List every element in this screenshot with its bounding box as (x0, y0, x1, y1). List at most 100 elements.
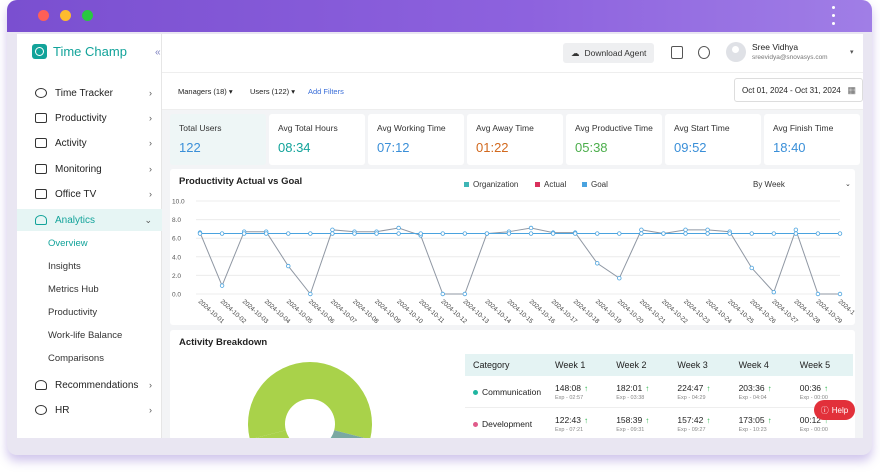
week-value: 224:47 ↑ (677, 383, 730, 393)
data-point-organization (462, 291, 468, 297)
donut-slice-communication[interactable] (326, 437, 362, 438)
sidebar-subitem-productivity[interactable]: Productivity (48, 307, 98, 318)
activity-icon (35, 138, 47, 148)
legend-swatch (582, 182, 587, 187)
legend-actual[interactable]: Actual (535, 180, 566, 189)
stat-card-avg-productive-time: Avg Productive Time 05:38 (566, 114, 662, 165)
stat-label: Avg Total Hours (278, 123, 338, 133)
document-icon[interactable] (671, 46, 683, 59)
week-value-text: 148:08 (555, 382, 581, 393)
data-point-goal (352, 231, 357, 236)
sidebar-item-label: Monitoring (55, 163, 102, 175)
donut-slice-seg-lime[interactable] (250, 430, 310, 438)
productivity-chart-title: Productivity Actual vs Goal (179, 176, 303, 187)
data-point-organization (683, 227, 688, 233)
sidebar-subitem-overview[interactable]: Overview (48, 238, 88, 249)
data-point-goal (241, 231, 247, 236)
sidebar-item-hr[interactable]: HR › (17, 399, 162, 421)
data-point-organization (705, 227, 710, 233)
week-value: 182:01 ↑ (616, 383, 669, 393)
users-filter[interactable]: Users (122) ▾ (250, 87, 296, 96)
sidebar: Time Champ « Time Tracker › Productivity… (17, 34, 162, 438)
sidebar-subitem-metrics-hub[interactable]: Metrics Hub (48, 284, 99, 295)
close-window-button[interactable] (38, 10, 49, 21)
table-row[interactable]: Development 122:43 ↑ Exp - 07:21 158:39 ↑ Exp … (465, 408, 853, 438)
chevron-down-icon: ⌄ (845, 181, 851, 188)
download-agent-button[interactable]: ☁ Download Agent (563, 43, 655, 63)
week-cell: 148:08 ↑ Exp - 02:57 (547, 383, 608, 401)
sidebar-item-activity[interactable]: Activity › (17, 132, 162, 154)
sidebar-item-time-tracker[interactable]: Time Tracker › (17, 82, 162, 104)
productivity-chart-panel: Productivity Actual vs Goal Organization… (170, 169, 855, 325)
legend-organization[interactable]: Organization (464, 180, 518, 189)
logo-icon (32, 44, 47, 59)
week-expected: Exp - 00:00 (799, 426, 828, 433)
legend-goal[interactable]: Goal (582, 180, 608, 189)
stat-value: 09:52 (674, 140, 707, 155)
help-button[interactable]: ⓘ Help (814, 400, 855, 420)
data-point-organization (749, 265, 754, 271)
arrow-up-icon: ↑ (706, 415, 711, 425)
chevron-right-icon: › (149, 380, 152, 390)
logo[interactable]: Time Champ (32, 44, 127, 59)
maximize-window-button[interactable] (82, 10, 93, 21)
data-point-goal (219, 231, 225, 236)
data-point-organization (793, 227, 799, 233)
data-point-goal (793, 231, 799, 236)
activity-breakdown-title: Activity Breakdown (179, 337, 268, 348)
arrow-up-icon: ↑ (706, 383, 711, 393)
week-value-text: 157:42 (677, 414, 704, 425)
date-range-picker[interactable]: Oct 01, 2024 - Oct 31, 2024 ▦ (734, 78, 863, 102)
sidebar-item-monitoring[interactable]: Monitoring › (17, 158, 162, 180)
managers-filter[interactable]: Managers (18) ▾ (178, 87, 233, 96)
week-expected: Exp - 07:21 (555, 426, 584, 433)
sidebar-subitem-work-life-balance[interactable]: Work-life Balance (48, 330, 123, 341)
collapse-sidebar-icon[interactable]: « (155, 47, 161, 58)
avatar[interactable] (726, 42, 746, 62)
donut-slice-seg-gray[interactable] (331, 430, 370, 438)
activity-table-body: Communication 148:08 ↑ Exp - 02:57 182:01 ↑ Ex… (465, 376, 853, 438)
data-point-goal (639, 231, 644, 236)
user-menu-caret-icon[interactable]: ▾ (850, 49, 854, 56)
sidebar-item-analytics[interactable]: Analytics ⌄ (17, 209, 162, 231)
data-point-goal (572, 231, 578, 236)
stat-label: Avg Start Time (674, 123, 730, 133)
user-name: Sree Vidhya (752, 42, 799, 52)
chevron-down-icon: ⌄ (144, 214, 152, 225)
data-point-organization (771, 289, 776, 295)
donut-slice-development[interactable] (248, 362, 372, 438)
category-label: Communication (482, 386, 542, 397)
week-cell: 158:39 ↑ Exp - 09:31 (608, 415, 669, 433)
week-cell: 203:36 ↑ Exp - 04:04 (731, 383, 792, 401)
sidebar-item-recommendations[interactable]: Recommendations › (17, 374, 162, 396)
top-header: ☁ Download Agent Sree Vidhya sreevidya@s… (162, 34, 863, 72)
data-point-organization (219, 283, 225, 288)
data-point-goal (705, 231, 710, 236)
week-value-text: 00:12 (799, 414, 822, 425)
category-dot (473, 389, 478, 395)
cloud-download-icon: ☁ (571, 47, 580, 58)
data-point-goal (440, 231, 445, 236)
data-point-goal (462, 231, 468, 236)
gear-icon[interactable] (698, 46, 710, 59)
sidebar-item-label: HR (55, 404, 70, 416)
chevron-right-icon: › (149, 405, 152, 415)
data-point-goal (595, 231, 600, 236)
minimize-window-button[interactable] (60, 10, 71, 21)
week-cell: 157:42 ↑ Exp - 09:27 (669, 415, 730, 433)
data-point-goal (749, 231, 754, 236)
productivity-line-chart: 10.08.06.04.02.00.02024-10-012024-10-022… (172, 199, 855, 326)
add-filters-link[interactable]: Add Filters (308, 87, 344, 96)
week-value: 00:36 ↑ (800, 383, 853, 393)
sidebar-item-productivity[interactable]: Productivity › (17, 107, 162, 129)
week-expected: Exp - 10:23 (738, 426, 767, 433)
sidebar-subitem-insights[interactable]: Insights (48, 261, 81, 272)
week-selector[interactable]: By Week ⌄ (753, 180, 851, 189)
header-week-3: Week 3 (677, 360, 708, 370)
sidebar-item-office-tv[interactable]: Office TV › (17, 183, 162, 205)
data-point-organization (837, 291, 843, 297)
more-options-icon[interactable] (832, 6, 836, 30)
sidebar-subitem-comparisons[interactable]: Comparisons (48, 353, 104, 364)
table-row[interactable]: Communication 148:08 ↑ Exp - 02:57 182:01 ↑ Ex… (465, 376, 853, 408)
sidebar-item-label: Time Tracker (55, 87, 113, 99)
